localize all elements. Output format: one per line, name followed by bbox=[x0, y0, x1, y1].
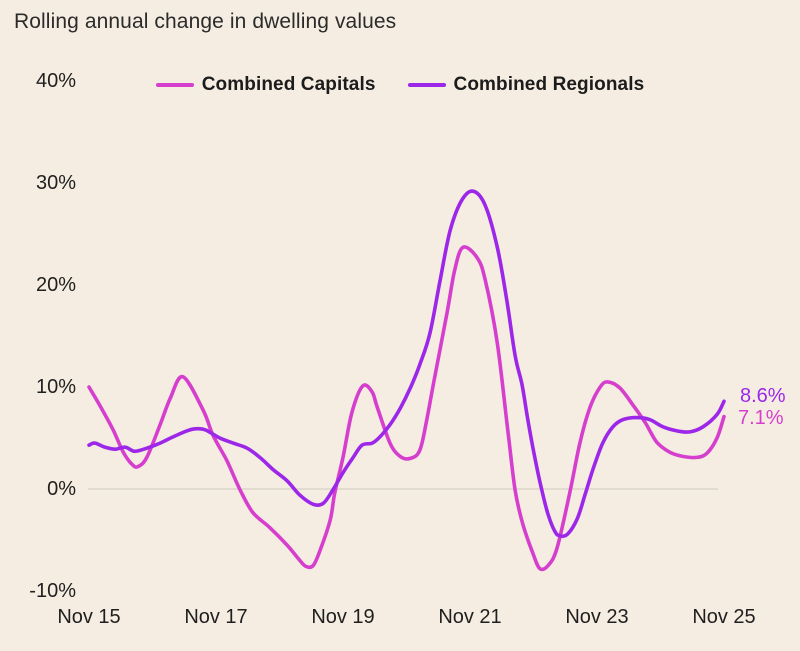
regionals-end-label: 8.6% bbox=[740, 385, 786, 407]
legend: Combined Capitals Combined Regionals bbox=[0, 74, 800, 96]
x-tick-label: Nov 25 bbox=[692, 606, 756, 628]
legend-label: Combined Regionals bbox=[453, 74, 645, 95]
y-tick-label: -10% bbox=[29, 580, 76, 602]
legend-line-swatch-icon bbox=[407, 83, 446, 87]
x-tick-label: Nov 17 bbox=[184, 606, 248, 628]
chart-title: Rolling annual change in dwelling values bbox=[14, 10, 397, 33]
y-tick-label: 40% bbox=[35, 70, 76, 92]
y-tick-label: 0% bbox=[47, 478, 76, 500]
legend-item: Combined Capitals bbox=[155, 74, 376, 96]
x-tick-label: Nov 15 bbox=[57, 606, 121, 628]
capitals-line bbox=[87, 245, 726, 572]
legend-label: Combined Capitals bbox=[201, 74, 376, 95]
y-tick-label: 20% bbox=[35, 274, 76, 296]
regionals-line bbox=[87, 189, 726, 539]
y-tick-label: 10% bbox=[35, 376, 76, 398]
legend-item: Combined Regionals bbox=[407, 74, 645, 96]
x-tick-label: Nov 19 bbox=[311, 606, 375, 628]
x-tick-label: Nov 21 bbox=[438, 606, 502, 628]
legend-line-swatch-icon bbox=[155, 83, 194, 87]
capitals-end-label: 7.1% bbox=[738, 407, 784, 429]
y-tick-label: 30% bbox=[35, 172, 76, 194]
x-tick-label: Nov 23 bbox=[565, 606, 629, 628]
